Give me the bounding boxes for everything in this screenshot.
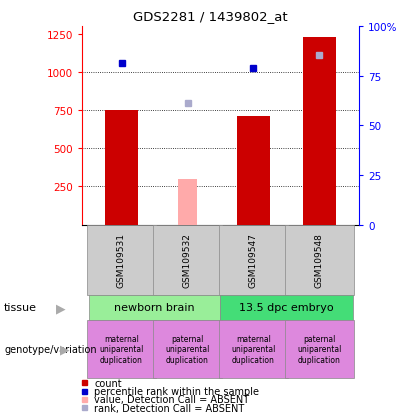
Text: ▶: ▶ bbox=[60, 342, 70, 356]
Text: ▶: ▶ bbox=[56, 301, 66, 314]
Text: GSM109531: GSM109531 bbox=[117, 233, 126, 287]
Bar bbox=[303, 38, 336, 225]
Text: tissue: tissue bbox=[4, 303, 37, 313]
Text: genotype/variation: genotype/variation bbox=[4, 344, 97, 354]
Text: 13.5 dpc embryo: 13.5 dpc embryo bbox=[239, 303, 334, 313]
Text: maternal
uniparental
duplication: maternal uniparental duplication bbox=[231, 334, 276, 364]
Bar bbox=[237, 117, 270, 225]
Text: GSM109548: GSM109548 bbox=[315, 233, 324, 287]
Text: newborn brain: newborn brain bbox=[114, 303, 195, 313]
Text: paternal
uniparental
duplication: paternal uniparental duplication bbox=[297, 334, 342, 364]
Bar bbox=[178, 179, 197, 225]
Text: GSM109532: GSM109532 bbox=[183, 233, 192, 287]
Bar bbox=[105, 111, 138, 225]
Text: count: count bbox=[94, 378, 122, 388]
Text: GSM109547: GSM109547 bbox=[249, 233, 258, 287]
Text: rank, Detection Call = ABSENT: rank, Detection Call = ABSENT bbox=[94, 403, 245, 413]
Text: value, Detection Call = ABSENT: value, Detection Call = ABSENT bbox=[94, 394, 249, 404]
Text: maternal
uniparental
duplication: maternal uniparental duplication bbox=[99, 334, 144, 364]
Text: paternal
uniparental
duplication: paternal uniparental duplication bbox=[165, 334, 210, 364]
Text: GDS2281 / 1439802_at: GDS2281 / 1439802_at bbox=[133, 10, 287, 23]
Text: percentile rank within the sample: percentile rank within the sample bbox=[94, 386, 260, 396]
